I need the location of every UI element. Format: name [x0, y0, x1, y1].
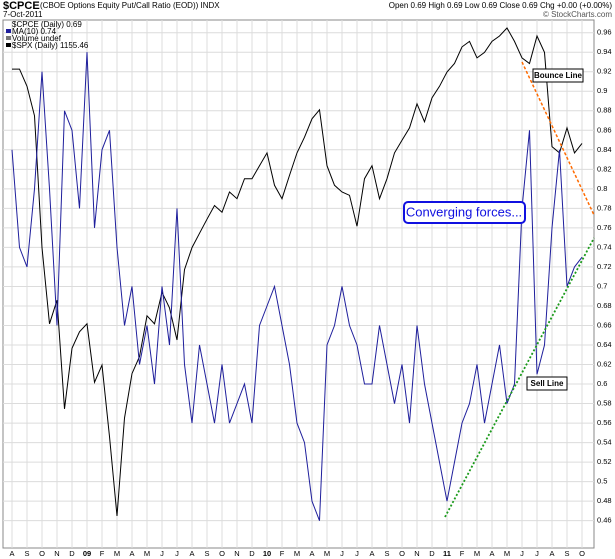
- x-tick-label: M: [474, 549, 480, 558]
- x-tick-label: D: [429, 549, 435, 558]
- x-tick-label: M: [324, 549, 330, 558]
- y-tick-label: 0.54: [597, 438, 612, 447]
- series-line: [11, 52, 583, 521]
- x-tick-label: J: [520, 549, 524, 558]
- x-tick-label: M: [504, 549, 510, 558]
- x-tick-label: A: [309, 549, 314, 558]
- y-tick-label: 0.76: [597, 223, 612, 232]
- y-tick-label: 0.84: [597, 145, 612, 154]
- x-tick-label: 09: [83, 549, 91, 558]
- x-tick-label: F: [100, 549, 105, 558]
- x-tick-label: J: [340, 549, 344, 558]
- y-tick-label: 0.56: [597, 418, 612, 427]
- y-tick-label: 0.64: [597, 340, 612, 349]
- legend-entry: MA(10) 0.74: [12, 27, 57, 36]
- x-tick-label: J: [160, 549, 164, 558]
- x-tick-label: D: [249, 549, 255, 558]
- x-tick-label: 10: [263, 549, 271, 558]
- x-tick-label: S: [204, 549, 209, 558]
- legend-extra: Volume undef: [12, 34, 62, 43]
- x-tick-label: 11: [443, 549, 451, 558]
- series-line: [12, 27, 583, 516]
- y-tick-label: 0.88: [597, 106, 612, 115]
- sell-trendline: [444, 237, 595, 518]
- legend-swatch: [6, 43, 11, 47]
- y-tick-label: 0.62: [597, 360, 612, 369]
- annotation: Sell Line: [531, 379, 564, 388]
- x-tick-label: A: [549, 549, 554, 558]
- annotation: Converging forces...: [406, 204, 522, 219]
- y-tick-label: 0.86: [597, 125, 612, 134]
- annotation-box: [532, 68, 584, 83]
- credit: © StockCharts.com: [543, 10, 612, 19]
- x-tick-label: O: [399, 549, 405, 558]
- x-tick-label: M: [294, 549, 300, 558]
- plot-frame: [2, 19, 595, 549]
- x-tick-label: N: [234, 549, 239, 558]
- x-tick-label: N: [54, 549, 59, 558]
- grid: [3, 20, 594, 548]
- quote: Open 0.69 High 0.69 Low 0.69 Close 0.69 …: [389, 1, 613, 10]
- x-tick-label: J: [535, 549, 539, 558]
- legend-swatch: [6, 36, 11, 40]
- y-tick-label: 0.68: [597, 301, 612, 310]
- y-tick-label: 0.8: [597, 184, 607, 193]
- y-tick-label: 0.92: [597, 67, 612, 76]
- y-tick-label: 0.52: [597, 457, 612, 466]
- y-tick-label: 0.94: [597, 47, 612, 56]
- x-tick-label: D: [69, 549, 75, 558]
- legend-header: $CPCE (Daily) 0.69: [12, 20, 82, 29]
- x-tick-label: S: [24, 549, 29, 558]
- annotation-box: [403, 201, 526, 224]
- x-tick-label: S: [384, 549, 389, 558]
- y-tick-label: 0.96: [597, 28, 612, 37]
- x-tick-label: S: [564, 549, 569, 558]
- y-tick-label: 0.82: [597, 164, 612, 173]
- x-tick-label: A: [189, 549, 194, 558]
- x-tick-label: A: [129, 549, 134, 558]
- legend-entry: $SPX (Daily) 1155.46: [12, 41, 89, 50]
- y-tick-label: 0.48: [597, 496, 612, 505]
- y-tick-label: 0.66: [597, 320, 612, 329]
- x-tick-label: A: [369, 549, 374, 558]
- y-tick-label: 0.72: [597, 262, 612, 271]
- x-tick-label: F: [280, 549, 285, 558]
- y-tick-label: 0.9: [597, 86, 607, 95]
- y-tick-label: 0.7: [597, 281, 607, 290]
- x-tick-label: O: [579, 549, 585, 558]
- x-tick-label: J: [175, 549, 179, 558]
- y-tick-label: 0.5: [597, 477, 607, 486]
- subtitle: (CBOE Options Equity Put/Call Ratio (EOD…: [40, 1, 220, 10]
- x-tick-label: A: [9, 549, 14, 558]
- x-tick-label: M: [144, 549, 150, 558]
- bounce-trendline: [521, 61, 595, 216]
- x-tick-label: J: [355, 549, 359, 558]
- y-tick-label: 0.78: [597, 203, 612, 212]
- x-tick-label: O: [219, 549, 225, 558]
- date: 7-Oct-2011: [3, 10, 43, 19]
- series-layer: [11, 27, 583, 521]
- y-tick-label: 0.46: [597, 516, 612, 525]
- annotation-box: [526, 376, 568, 391]
- annotation: Bounce Line: [534, 71, 583, 80]
- x-tick-label: F: [460, 549, 465, 558]
- x-tick-label: M: [114, 549, 120, 558]
- y-tick-label: 0.58: [597, 399, 612, 408]
- y-tick-label: 0.6: [597, 379, 607, 388]
- legend-swatch: [6, 29, 11, 33]
- title: $CPCE: [3, 0, 40, 12]
- y-tick-label: 0.74: [597, 242, 612, 251]
- x-tick-label: A: [489, 549, 494, 558]
- x-tick-label: N: [414, 549, 419, 558]
- x-tick-label: O: [39, 549, 45, 558]
